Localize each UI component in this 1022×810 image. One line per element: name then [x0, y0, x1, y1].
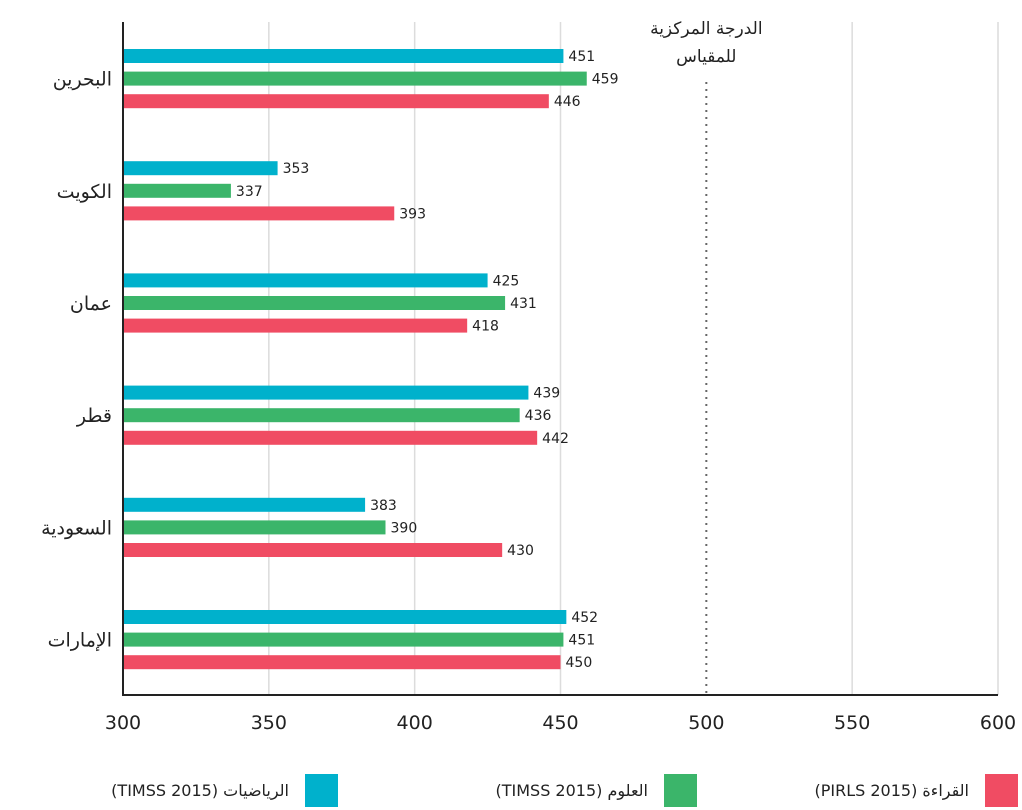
grid-lines: [268, 22, 999, 695]
x-tick-label: 600: [980, 712, 1016, 734]
bar-math: [124, 497, 366, 512]
x-tick-label: 350: [251, 712, 287, 734]
x-tick-label: 500: [688, 712, 724, 734]
bar-science: [124, 71, 587, 86]
x-tick-label: 300: [105, 712, 141, 734]
value-label-science: 390: [391, 520, 418, 536]
legend-swatch-math: [305, 773, 338, 807]
bar-math: [124, 273, 488, 288]
bar-math: [124, 610, 567, 624]
legend-swatch-reading: [985, 773, 1018, 807]
value-labels: 451 459 446 353 337 393 425 431 418 439 436 442 383 3…: [236, 49, 619, 671]
category-label: البحرين: [53, 69, 112, 91]
bar-reading: [124, 94, 549, 109]
category-label: عمان: [70, 293, 112, 315]
bar-reading: [124, 206, 395, 221]
category-label: السعودية: [41, 517, 112, 539]
bar-reading: [124, 318, 468, 333]
legend-item-reading: القراءة (PIRLS 2015): [814, 770, 1018, 810]
legend-label-math: الرياضيات (TIMSS 2015): [111, 780, 289, 800]
category-label: الإمارات: [48, 630, 112, 652]
legend-item-math: الرياضيات (TIMSS 2015): [111, 770, 338, 810]
x-tick-label: 550: [834, 712, 870, 734]
value-label-science: 337: [236, 184, 263, 200]
x-tick-label: 400: [397, 712, 433, 734]
bar-reading: [124, 543, 503, 557]
x-tick-label: 450: [542, 712, 578, 734]
value-label-reading: 393: [399, 206, 426, 222]
legend-label-reading: القراءة (PIRLS 2015): [814, 780, 969, 800]
bar-math: [124, 49, 564, 63]
bar-reading: [124, 655, 561, 670]
reference-line-label-line1: الدرجة المركزية: [650, 19, 763, 39]
legend-item-science: العلوم (TIMSS 2015): [495, 770, 697, 810]
bar-science: [124, 296, 506, 310]
value-label-math: 353: [283, 161, 310, 177]
category-label: الكويت: [57, 181, 112, 203]
reference-line-label-line2: للمقياس: [676, 47, 736, 67]
bar-math: [124, 385, 529, 400]
bar-reading: [124, 430, 538, 445]
value-label-reading: 446: [554, 94, 581, 110]
value-label-math: 383: [370, 498, 397, 514]
value-label-reading: 442: [542, 431, 569, 447]
legend-swatch-science: [664, 773, 697, 807]
bar-math: [124, 161, 278, 176]
value-label-math: 451: [568, 49, 595, 65]
value-label-reading: 430: [507, 543, 534, 559]
bar-chart: 451 459 446 353 337 393 425 431 418 439 436 442 383 3…: [41, 19, 1016, 734]
value-label-math: 439: [533, 386, 560, 402]
value-label-science: 451: [568, 633, 595, 649]
value-label-math: 425: [493, 273, 520, 289]
x-axis-ticks: 300 350 400 450 500 550 600: [105, 712, 1016, 734]
category-label: قطر: [76, 405, 112, 427]
category-labels: البحرين الكويت عمان قطر السعودية الإمارات: [41, 69, 112, 652]
value-label-reading: 418: [472, 319, 499, 335]
value-label-science: 436: [525, 408, 552, 424]
legend-label-science: العلوم (TIMSS 2015): [495, 780, 648, 800]
value-label-reading: 450: [566, 655, 593, 671]
value-label-science: 459: [592, 72, 619, 88]
value-label-science: 431: [510, 296, 537, 312]
bar-science: [124, 632, 564, 647]
bar-science: [124, 408, 520, 423]
value-label-math: 452: [571, 610, 598, 626]
bars: [124, 49, 587, 670]
bar-science: [124, 183, 231, 198]
bar-science: [124, 520, 386, 535]
